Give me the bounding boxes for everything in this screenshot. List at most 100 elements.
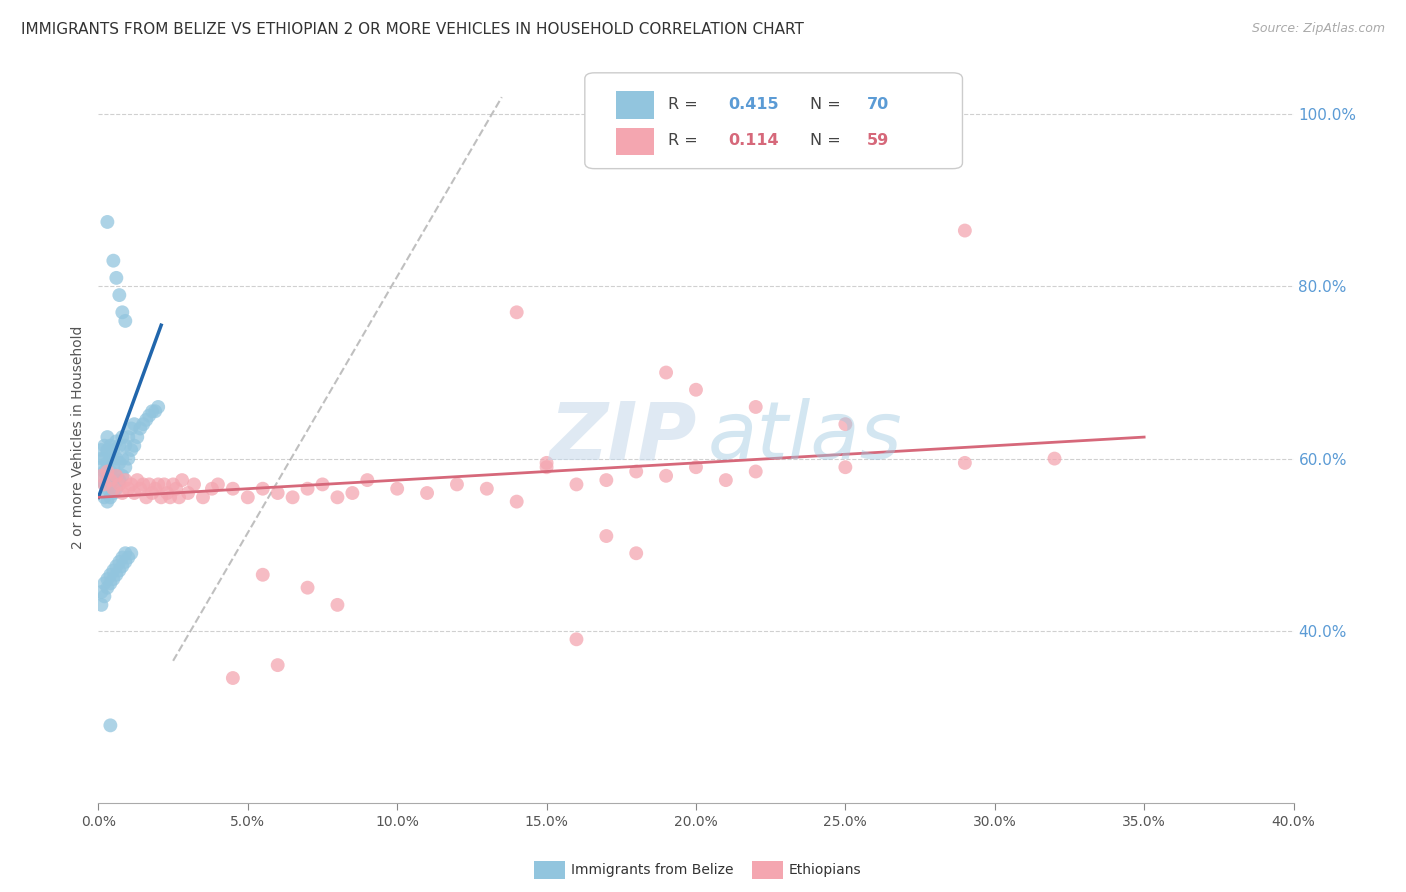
Point — [103, 473, 125, 487]
Point — [685, 383, 707, 397]
Point — [565, 632, 588, 647]
Text: 0.415: 0.415 — [728, 96, 779, 112]
Point — [105, 451, 128, 466]
Point — [124, 439, 146, 453]
Text: 70: 70 — [868, 96, 889, 112]
Point — [201, 482, 224, 496]
Point — [117, 451, 139, 466]
Point — [111, 486, 134, 500]
Point — [536, 456, 558, 470]
Point — [100, 718, 122, 732]
Point — [90, 473, 112, 487]
Point — [111, 305, 134, 319]
Text: IMMIGRANTS FROM BELIZE VS ETHIOPIAN 2 OR MORE VEHICLES IN HOUSEHOLD CORRELATION : IMMIGRANTS FROM BELIZE VS ETHIOPIAN 2 OR… — [21, 22, 804, 37]
Point — [124, 417, 146, 432]
Point — [135, 413, 157, 427]
Point — [132, 417, 155, 432]
Point — [416, 486, 439, 500]
Point — [143, 404, 166, 418]
Point — [108, 473, 131, 487]
Point — [100, 567, 122, 582]
Point — [326, 491, 349, 505]
Text: atlas: atlas — [709, 398, 903, 476]
Bar — [616, 128, 654, 155]
Point — [252, 482, 274, 496]
Point — [108, 477, 131, 491]
Point — [124, 486, 146, 500]
Point — [159, 491, 181, 505]
Point — [685, 460, 707, 475]
Point — [141, 404, 163, 418]
Point — [93, 477, 115, 491]
Point — [626, 465, 648, 479]
Point — [714, 473, 737, 487]
Point — [446, 477, 468, 491]
Text: 59: 59 — [868, 133, 889, 148]
Point — [96, 430, 118, 444]
Point — [311, 477, 333, 491]
Point — [172, 473, 194, 487]
Point — [183, 477, 205, 491]
Point — [191, 491, 214, 505]
Point — [222, 482, 245, 496]
Text: Source: ZipAtlas.com: Source: ZipAtlas.com — [1251, 22, 1385, 36]
Point — [103, 442, 125, 457]
Point — [114, 314, 136, 328]
Point — [117, 430, 139, 444]
Point — [129, 482, 152, 496]
Point — [96, 456, 118, 470]
Point — [745, 400, 768, 414]
Point — [626, 546, 648, 560]
Point — [165, 482, 187, 496]
Point — [297, 581, 319, 595]
Point — [103, 253, 125, 268]
Point — [100, 576, 122, 591]
Point — [93, 465, 115, 479]
Point — [120, 442, 142, 457]
Point — [117, 550, 139, 565]
Point — [138, 409, 160, 423]
Point — [132, 477, 155, 491]
Point — [153, 477, 176, 491]
Point — [356, 473, 378, 487]
Point — [93, 589, 115, 603]
Point — [96, 468, 118, 483]
Point — [90, 442, 112, 457]
Point — [156, 486, 179, 500]
Point — [105, 468, 128, 483]
Point — [297, 482, 319, 496]
Text: N =: N = — [810, 133, 845, 148]
Point — [111, 451, 134, 466]
Point — [127, 430, 149, 444]
Point — [105, 271, 128, 285]
Point — [236, 491, 259, 505]
Point — [108, 564, 131, 578]
Point — [342, 486, 364, 500]
Point — [120, 421, 142, 435]
Point — [475, 482, 498, 496]
Point — [108, 439, 131, 453]
Point — [93, 477, 115, 491]
Point — [111, 559, 134, 574]
Point — [93, 451, 115, 466]
Point — [93, 576, 115, 591]
Point — [120, 546, 142, 560]
Point — [96, 482, 118, 496]
Point — [111, 550, 134, 565]
Point — [565, 477, 588, 491]
Point — [96, 215, 118, 229]
Point — [267, 658, 290, 673]
Point — [120, 477, 142, 491]
Point — [207, 477, 229, 491]
Point — [100, 477, 122, 491]
Point — [90, 468, 112, 483]
Text: 0.114: 0.114 — [728, 133, 779, 148]
Point — [167, 491, 190, 505]
Point — [745, 465, 768, 479]
Point — [105, 468, 128, 483]
Point — [655, 366, 678, 380]
Point — [96, 494, 118, 508]
Point — [143, 482, 166, 496]
Point — [105, 434, 128, 449]
FancyBboxPatch shape — [585, 73, 963, 169]
